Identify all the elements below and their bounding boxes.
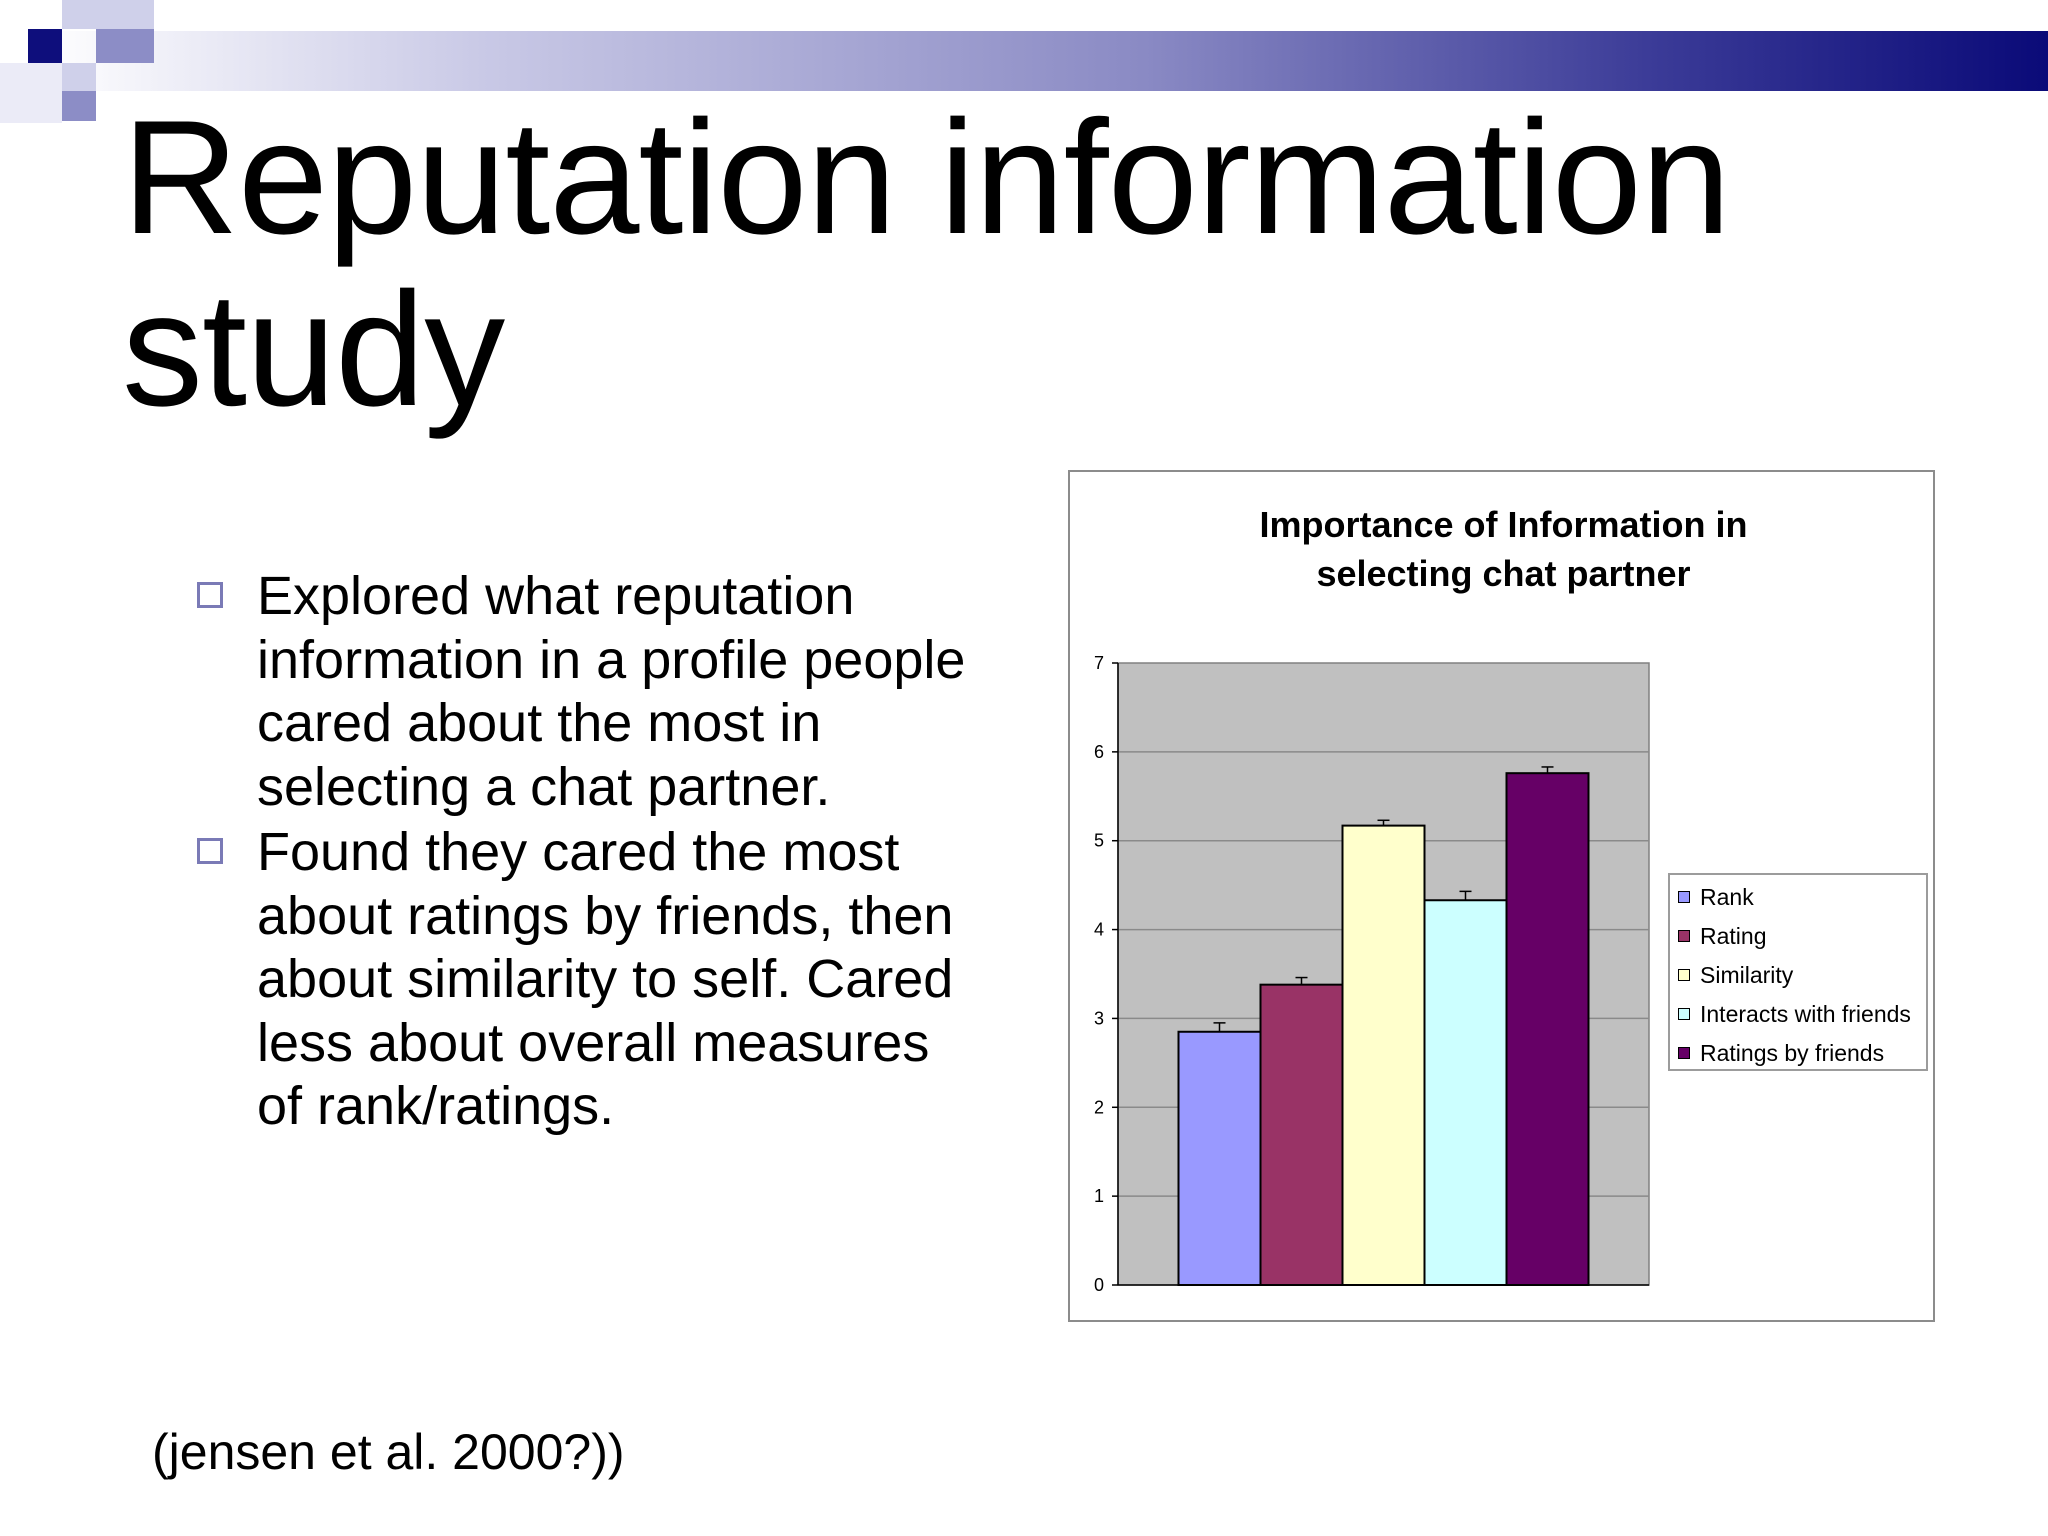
legend-swatch [1678, 891, 1690, 903]
chart-svg: 0 1 2 3 4 5 6 7 [1094, 653, 1650, 1295]
bullet-text: Explored what reputation information in … [257, 566, 966, 817]
bar-rank [1177, 1030, 1262, 1286]
slide-title: Reputation information study [122, 92, 1731, 436]
header-gradient-band [40, 31, 2048, 91]
bar-similarity [1341, 824, 1426, 1286]
legend-swatch [1678, 1008, 1690, 1020]
bar-ratings-by-friends [1505, 772, 1590, 1286]
legend-swatch [1678, 930, 1690, 942]
decor-square [96, 29, 154, 63]
legend-label: Rank [1700, 884, 1754, 910]
legend-item: Similarity [1670, 956, 1926, 995]
decor-square [28, 29, 62, 63]
decor-square [62, 91, 96, 121]
legend-swatch [1678, 1047, 1690, 1059]
legend-label: Ratings by friends [1700, 1040, 1885, 1066]
slide-title-line1: Reputation information [122, 87, 1731, 268]
chart: 0 1 2 3 4 5 6 7 Importance of Information in se… [1068, 470, 1935, 1322]
y-tick-label: 2 [1094, 1097, 1104, 1117]
legend-item: Interacts with friends [1670, 995, 1926, 1034]
bullet-item: Found they cared the most about ratings … [195, 821, 975, 1139]
slide-title-line2: study [122, 259, 505, 440]
bullet-square-icon [197, 838, 223, 864]
legend-item: Rank [1670, 878, 1926, 917]
decor-square [62, 0, 154, 29]
y-tick-label: 3 [1094, 1008, 1104, 1028]
legend-swatch [1678, 969, 1690, 981]
decor-square [62, 63, 96, 91]
y-tick-label: 1 [1094, 1186, 1104, 1206]
chart-legend: Rank Rating Similarity Interacts with frien… [1668, 873, 1928, 1071]
citation: (jensen et al. 2000?)) [152, 1424, 625, 1480]
bullet-item: Explored what reputation information in … [195, 565, 975, 819]
decor-square [0, 63, 62, 123]
y-tick-label: 7 [1094, 653, 1104, 673]
bar-interacts-with-friends [1423, 899, 1508, 1286]
y-tick-label: 4 [1094, 920, 1104, 940]
legend-label: Interacts with friends [1700, 1001, 1911, 1027]
y-tick-label: 6 [1094, 742, 1104, 762]
legend-item: Rating [1670, 917, 1926, 956]
y-tick-label: 5 [1094, 831, 1104, 851]
bar-rating [1259, 983, 1344, 1286]
y-tick-label: 0 [1094, 1275, 1104, 1295]
chart-title-line: Importance of Information in [1259, 504, 1748, 545]
chart-title-line: selecting chat partner [1316, 553, 1691, 594]
chart-title: Importance of Information in selecting c… [1070, 500, 1937, 598]
legend-item: Ratings by friends [1670, 1034, 1926, 1073]
bullet-square-icon [197, 582, 223, 608]
legend-label: Similarity [1700, 962, 1794, 988]
bullet-text: Found they cared the most about ratings … [257, 822, 954, 1136]
legend-label: Rating [1700, 923, 1767, 949]
bullet-list: Explored what reputation information in … [195, 565, 975, 1141]
